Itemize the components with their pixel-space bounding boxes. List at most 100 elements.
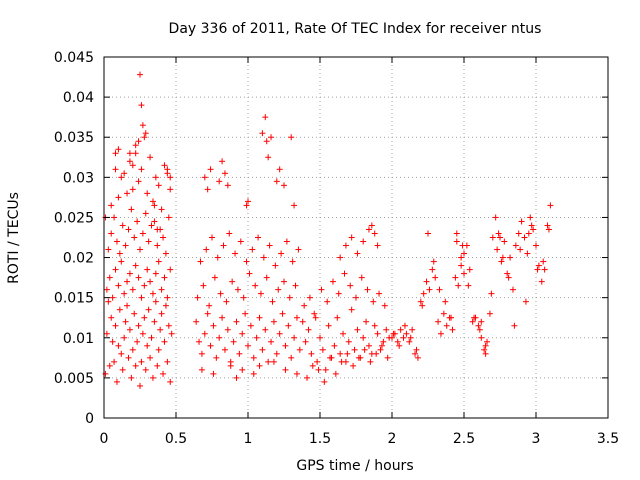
data-point	[224, 326, 231, 333]
data-point	[319, 346, 326, 353]
data-point	[337, 350, 344, 357]
data-point	[112, 322, 119, 329]
data-point	[321, 378, 328, 385]
data-point	[121, 170, 128, 177]
data-point	[142, 366, 149, 373]
data-point	[210, 322, 217, 329]
data-point	[299, 318, 306, 325]
data-point	[365, 342, 372, 349]
data-point	[224, 182, 231, 189]
data-point	[105, 298, 112, 305]
data-point	[154, 226, 161, 233]
data-point	[106, 274, 113, 281]
data-point	[144, 342, 151, 349]
data-point	[132, 150, 139, 157]
data-point	[282, 366, 289, 373]
data-point	[168, 330, 175, 337]
data-point	[426, 286, 433, 293]
data-point	[138, 166, 145, 173]
data-point	[522, 298, 529, 305]
data-point	[113, 378, 120, 385]
data-point	[332, 370, 339, 377]
data-point	[334, 314, 341, 321]
data-point	[240, 294, 247, 301]
data-point	[242, 310, 249, 317]
data-point	[482, 342, 489, 349]
data-point	[458, 254, 465, 261]
data-point	[265, 358, 272, 365]
data-point	[384, 354, 391, 361]
data-point	[341, 270, 348, 277]
x-axis-label: GPS time / hours	[296, 458, 413, 474]
data-point	[196, 338, 203, 345]
y-tick-label: 0.04	[63, 90, 94, 106]
data-point	[452, 274, 459, 281]
data-point	[358, 274, 365, 281]
data-point	[265, 154, 272, 161]
data-point	[165, 214, 172, 221]
data-point	[528, 222, 535, 229]
data-point	[501, 238, 508, 245]
data-point	[370, 298, 377, 305]
data-point	[360, 334, 367, 341]
data-point	[413, 346, 420, 353]
data-point	[137, 246, 143, 253]
data-point	[497, 234, 503, 241]
data-point	[162, 250, 169, 257]
x-tick-label: 3	[532, 431, 541, 447]
data-point	[292, 282, 299, 289]
data-point	[495, 230, 502, 237]
data-point	[327, 354, 334, 361]
data-point	[194, 294, 201, 301]
data-point	[158, 286, 165, 293]
data-point	[217, 290, 224, 297]
data-point	[312, 314, 319, 321]
data-point	[151, 202, 158, 209]
plot-frame	[103, 56, 609, 419]
data-point	[492, 214, 499, 221]
data-point	[494, 246, 501, 253]
data-point	[126, 270, 133, 277]
axis-ticks: 0 0.5 1 1.5 2 2.5 3 3.5 0 0.005 0.01 0.015 0.02 0.025…	[54, 50, 619, 447]
data-point	[429, 266, 436, 273]
chart-title: Day 336 of 2011, Rate Of TEC Index for r…	[169, 21, 542, 37]
data-point	[533, 242, 539, 249]
data-point	[164, 166, 171, 173]
data-point	[132, 262, 139, 269]
data-point	[259, 346, 266, 353]
data-point	[219, 314, 226, 321]
data-point	[149, 290, 156, 297]
data-point	[245, 342, 251, 349]
data-point	[414, 354, 421, 361]
data-point	[167, 378, 174, 385]
data-point	[347, 282, 354, 289]
data-point	[239, 330, 246, 337]
data-point	[126, 158, 133, 165]
data-point	[132, 142, 139, 149]
data-point	[147, 154, 154, 161]
data-point	[138, 294, 145, 301]
data-point	[227, 362, 234, 369]
data-point	[331, 342, 338, 349]
data-point	[345, 338, 352, 345]
data-point	[461, 250, 467, 257]
data-point	[203, 246, 210, 253]
y-tick-label: 0.005	[54, 371, 94, 387]
data-point	[288, 134, 295, 141]
data-point	[151, 218, 158, 225]
data-point	[138, 102, 145, 109]
data-point	[448, 314, 455, 321]
data-point	[128, 374, 135, 381]
data-point	[286, 294, 293, 301]
data-point	[155, 346, 162, 353]
data-point	[253, 334, 260, 341]
data-point	[141, 282, 148, 289]
data-point	[335, 290, 342, 297]
data-point	[149, 198, 156, 205]
data-point	[255, 234, 262, 241]
data-point	[147, 354, 154, 361]
data-point	[285, 322, 292, 329]
data-point	[115, 194, 122, 201]
data-point	[401, 322, 408, 329]
data-point	[121, 290, 128, 297]
